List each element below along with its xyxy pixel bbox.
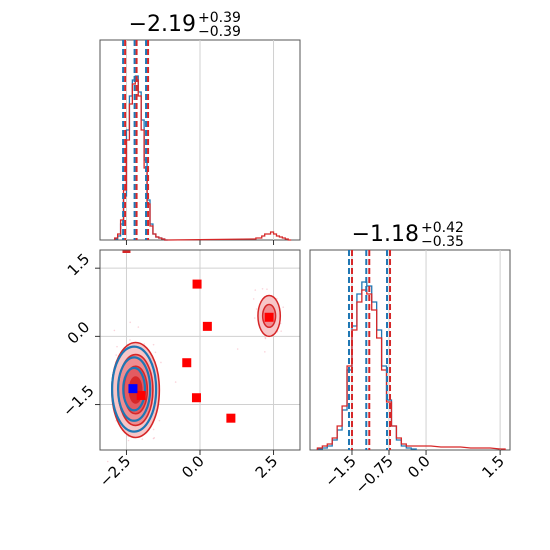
- y-marginal-title: −1.18: [352, 222, 419, 247]
- joint-scatter-point: [254, 289, 257, 291]
- joint-contour-blue-1: [111, 345, 158, 433]
- y-marginal-frame: [309, 249, 511, 451]
- joint-panel: −2.5 0.0 2.5 −1.5 0.0 1.5: [59, 249, 301, 491]
- y-marginal-histograms: [316, 281, 506, 450]
- y-marginal-title-sup: +0.42: [421, 220, 464, 236]
- joint-red-marker: [226, 413, 236, 423]
- y-marginal-histogram: [316, 289, 506, 450]
- joint-scatter-point: [280, 330, 282, 332]
- joint-scatter-point: [264, 336, 267, 339]
- x-marginal-title-sub: −0.39: [198, 24, 241, 40]
- joint-scatter-point: [252, 298, 255, 300]
- joint-red-marker: [191, 393, 201, 403]
- joint-scatter-point: [174, 381, 177, 383]
- joint-contour-blue-3: [122, 366, 147, 412]
- x-marginal-panel: −2.19 +0.39 −0.39: [99, 10, 301, 245]
- joint-scatter-point: [115, 354, 117, 356]
- joint-scatter-point: [116, 345, 118, 348]
- y-marginal-x-tick-label: 1.5: [478, 452, 508, 482]
- y-marginal-x-tick-label: −0.75: [352, 452, 397, 497]
- y-marginal-panel: −1.5−0.75 0.0 1.5 −1.18 +0.42 −0.35: [309, 220, 511, 497]
- y-marginal-grid: [351, 250, 501, 450]
- y-marginal-title-sub: −0.35: [421, 234, 464, 250]
- joint-scatter-point: [261, 287, 264, 290]
- joint-blue-marker: [128, 384, 138, 394]
- joint-scatter-point: [154, 351, 157, 354]
- y-marginal-quantile-lines: [347, 250, 392, 450]
- joint-scatter-point: [152, 343, 155, 346]
- joint-scatter-point: [113, 329, 116, 332]
- joint-x-tick-label: 2.5: [252, 452, 282, 482]
- joint-scatter-point: [127, 439, 130, 442]
- joint-x-tick-label: 0.0: [178, 452, 208, 482]
- joint-x-ticks: −2.5 0.0 2.5: [96, 450, 282, 491]
- y-marginal-x-ticks: −1.5−0.75 0.0 1.5: [321, 450, 508, 497]
- joint-scatter-point: [137, 326, 140, 328]
- joint-scatter-point: [152, 428, 155, 431]
- x-marginal-quantile-lines: [122, 40, 150, 240]
- joint-scatter-point: [129, 321, 131, 324]
- joint-scatter-point: [282, 306, 285, 308]
- joint-scatter-point: [141, 438, 144, 440]
- joint-y-tick-label: 0.0: [64, 318, 94, 348]
- joint-red-marker: [192, 279, 202, 289]
- x-marginal-title: −2.19: [129, 12, 196, 37]
- joint-scatter-point: [236, 348, 239, 350]
- joint-scatter-point: [255, 308, 258, 310]
- joint-red-marker: [202, 321, 212, 331]
- joint-scatter-point: [153, 437, 156, 439]
- x-marginal-histogram: [114, 79, 292, 241]
- joint-y-tick-label: 1.5: [64, 250, 94, 280]
- joint-contour-blue-2: [116, 356, 152, 422]
- joint-scatter-point: [253, 317, 256, 319]
- joint-x-tick-label: −2.5: [96, 452, 134, 490]
- joint-scatter-point: [264, 337, 267, 340]
- joint-scatter-point: [152, 437, 155, 440]
- joint-red-marker: [264, 312, 274, 322]
- joint-scatter-point: [106, 460, 109, 463]
- joint-y-ticks: −1.5 0.0 1.5: [59, 250, 100, 420]
- joint-scatter-point: [129, 339, 131, 341]
- joint-edge-marker: [122, 250, 131, 253]
- joint-scatter-point: [158, 419, 161, 422]
- joint-scatter-point: [264, 351, 266, 353]
- x-marginal-histograms: [114, 75, 292, 241]
- joint-scatter-point: [160, 361, 162, 364]
- x-marginal-title-sup: +0.39: [198, 10, 241, 26]
- joint-y-tick-label: −1.5: [59, 382, 97, 420]
- joint-red-marker: [136, 390, 146, 400]
- joint-scatter-point: [266, 288, 268, 290]
- joint-markers: [122, 250, 274, 423]
- y-marginal-x-tick-label: 0.0: [404, 452, 434, 482]
- joint-red-marker: [182, 358, 192, 368]
